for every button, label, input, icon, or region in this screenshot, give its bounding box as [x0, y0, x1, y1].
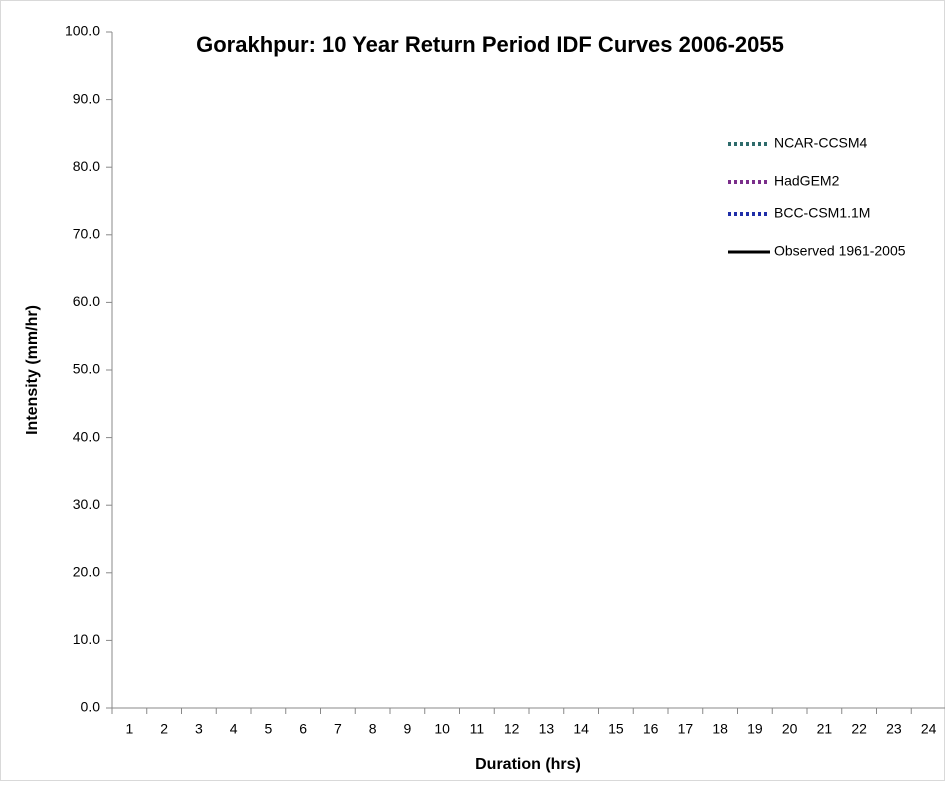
x-tick-label: 13 — [539, 721, 555, 737]
x-tick-label: 18 — [712, 721, 728, 737]
y-tick-label: 100.0 — [65, 23, 100, 39]
x-tick-label: 24 — [921, 721, 937, 737]
y-tick-label: 0.0 — [81, 699, 101, 715]
x-tick-label: 8 — [369, 721, 377, 737]
x-tick-label: 14 — [573, 721, 589, 737]
x-axis-label: Duration (hrs) — [475, 756, 581, 773]
x-tick-label: 3 — [195, 721, 203, 737]
x-tick-label: 5 — [264, 721, 272, 737]
y-tick-label: 10.0 — [73, 631, 100, 647]
x-tick-label: 15 — [608, 721, 624, 737]
x-tick-label: 22 — [851, 721, 867, 737]
x-tick-label: 12 — [504, 721, 520, 737]
x-tick-label: 4 — [230, 721, 238, 737]
x-tick-label: 16 — [643, 721, 659, 737]
legend-label: Observed 1961-2005 — [774, 243, 906, 259]
x-tick-label: 17 — [678, 721, 694, 737]
y-tick-label: 60.0 — [73, 293, 100, 309]
legend-label: NCAR-CCSM4 — [774, 135, 868, 151]
x-tick-label: 10 — [434, 721, 450, 737]
chart-title: Gorakhpur: 10 Year Return Period IDF Cur… — [196, 32, 784, 57]
y-tick-label: 50.0 — [73, 361, 100, 377]
legend-label: HadGEM2 — [774, 173, 840, 189]
x-tick-label: 19 — [747, 721, 763, 737]
x-tick-label: 11 — [470, 721, 485, 737]
x-tick-label: 6 — [299, 721, 307, 737]
y-tick-label: 30.0 — [73, 496, 100, 512]
y-tick-label: 20.0 — [73, 564, 100, 580]
legend-label: BCC-CSM1.1M — [774, 205, 870, 221]
x-tick-label: 2 — [160, 721, 168, 737]
y-tick-label: 70.0 — [73, 226, 100, 242]
y-tick-label: 80.0 — [73, 158, 100, 174]
x-tick-label: 9 — [403, 721, 411, 737]
x-tick-label: 20 — [782, 721, 798, 737]
x-tick-label: 21 — [817, 721, 833, 737]
y-axis-label: Intensity (mm/hr) — [24, 305, 41, 435]
x-tick-label: 23 — [886, 721, 902, 737]
y-tick-label: 90.0 — [73, 90, 100, 106]
y-tick-label: 40.0 — [73, 428, 100, 444]
x-tick-label: 7 — [334, 721, 342, 737]
x-tick-label: 1 — [125, 721, 133, 737]
